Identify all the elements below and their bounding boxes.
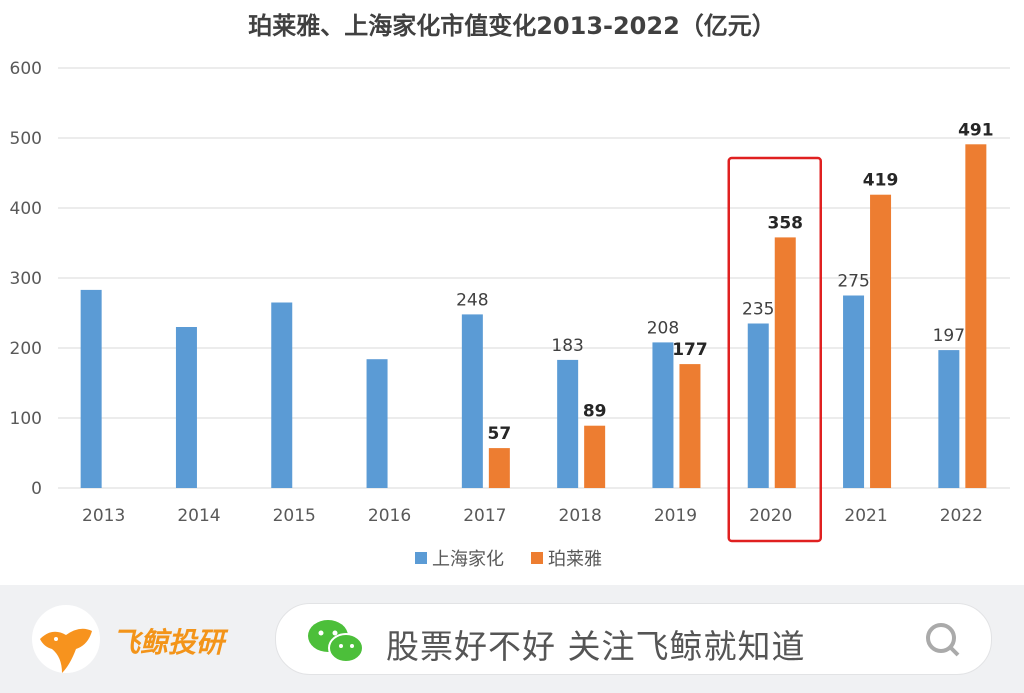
bar-shanghai-jahwa-2013 <box>80 289 102 488</box>
data-label: 57 <box>488 424 512 444</box>
x-tick-label: 2020 <box>749 506 792 526</box>
footer-banner: 飞鲸投研 股票好不好 关注飞鲸就知道 <box>0 585 1024 693</box>
x-tick-label: 2015 <box>273 506 316 526</box>
y-tick-label: 500 <box>10 129 42 149</box>
bar-proya-2022 <box>965 144 987 489</box>
wechat-icon <box>308 620 364 663</box>
bar-shanghai-jahwa-2018 <box>557 359 579 488</box>
bar-shanghai-jahwa-2019 <box>652 342 674 488</box>
search-bar[interactable]: 股票好不好 关注飞鲸就知道 <box>275 603 992 675</box>
x-tick-label: 2022 <box>940 506 983 526</box>
y-tick-label: 300 <box>10 269 42 289</box>
whale-logo-icon <box>32 605 100 673</box>
bar-proya-2020 <box>774 237 796 488</box>
x-tick-label: 2016 <box>368 506 411 526</box>
bar-shanghai-jahwa-2020 <box>747 323 769 488</box>
x-tick-label: 2013 <box>82 506 125 526</box>
data-label: 419 <box>863 171 899 191</box>
bar-shanghai-jahwa-2021 <box>843 295 865 488</box>
data-label: 177 <box>672 340 708 360</box>
search-slogan: 股票好不好 关注飞鲸就知道 <box>386 627 806 666</box>
legend-label: 上海家化 <box>432 549 504 570</box>
legend-swatch-shanghai-jahwa <box>415 552 427 564</box>
bar-shanghai-jahwa-2022 <box>938 350 960 488</box>
data-label: 491 <box>958 120 994 140</box>
legend: 上海家化 珀莱雅 <box>415 549 602 570</box>
y-tick-label: 100 <box>10 409 42 429</box>
data-label: 89 <box>583 402 607 422</box>
bar-shanghai-jahwa-2017 <box>461 314 483 488</box>
bar-proya-2021 <box>870 194 892 488</box>
legend-label: 珀莱雅 <box>548 549 602 570</box>
bar-proya-2019 <box>679 364 701 488</box>
bar-shanghai-jahwa-2015 <box>271 302 293 488</box>
bar-proya-2018 <box>584 425 606 488</box>
bar-shanghai-jahwa-2014 <box>175 327 197 488</box>
y-tick-label: 400 <box>10 199 42 219</box>
x-tick-label: 2021 <box>844 506 887 526</box>
x-tick-label: 2018 <box>559 506 602 526</box>
data-label: 183 <box>551 336 583 356</box>
y-tick-label: 200 <box>10 339 42 359</box>
data-label: 248 <box>456 290 488 310</box>
x-tick-label: 2014 <box>177 506 220 526</box>
y-tick-label: 0 <box>31 479 42 499</box>
search-icon[interactable] <box>925 622 961 658</box>
bar-proya-2017 <box>488 448 510 488</box>
bar-shanghai-jahwa-2016 <box>366 359 388 488</box>
data-label: 208 <box>647 318 679 338</box>
data-label: 197 <box>933 326 965 346</box>
data-label: 235 <box>742 300 774 320</box>
bar-chart: 珀莱雅、上海家化市值变化2013-2022（亿元） 0 100 200 300 400 5… <box>10 12 1010 570</box>
brand-name: 飞鲸投研 <box>112 626 225 659</box>
chart-title: 珀莱雅、上海家化市值变化2013-2022（亿元） <box>248 12 776 40</box>
y-tick-label: 600 <box>10 59 42 79</box>
legend-swatch-proya <box>531 552 543 564</box>
highlight-box <box>727 156 822 543</box>
data-label: 275 <box>837 272 869 292</box>
x-tick-label: 2019 <box>654 506 697 526</box>
x-tick-label: 2017 <box>463 506 506 526</box>
data-label: 358 <box>768 213 804 233</box>
